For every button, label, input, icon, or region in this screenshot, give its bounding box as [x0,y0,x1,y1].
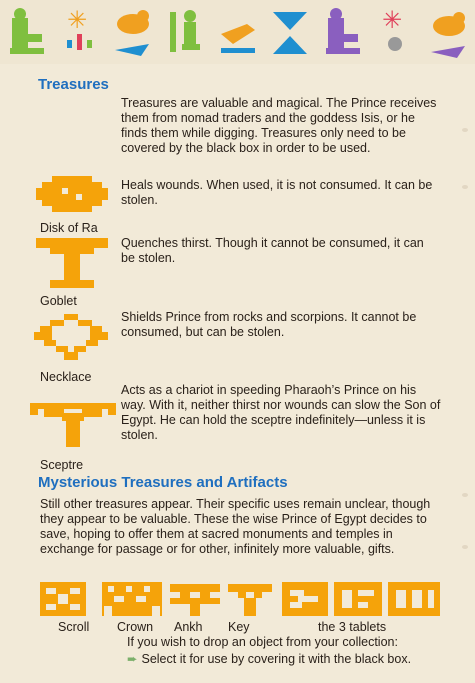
artifact-label-key: Key [228,620,250,634]
goblet-description: Quenches thirst. Though it cannot be con… [121,236,424,265]
page-stain [462,493,468,497]
treasures-heading: Treasures [38,76,109,93]
page-stain [462,128,468,132]
drop-instructions-line1: If you wish to drop an object from your … [127,635,398,649]
artifact-label-scroll: Scroll [58,620,90,634]
bird-glyph-icon [111,4,153,60]
tablets-icon [282,582,440,616]
artifact-label-tablets: the 3 tablets [318,620,387,634]
mysterious-text: Still other treasures appear. Their spec… [40,497,431,556]
disk-of-ra-description: Heals wounds. When used, it is not consu… [121,178,433,207]
svg-text:✳: ✳ [382,6,402,34]
mysterious-heading: Mysterious Treasures and Artifacts [38,474,288,491]
necklace-icon [34,314,108,367]
necklace-description: Shields Prince from rocks and scorpions.… [121,310,417,339]
svg-text:✳: ✳ [67,6,87,34]
artifact-label-ankh: Ankh [174,620,203,634]
disk-of-ra-icon [36,176,108,223]
bird-glyph-icon [427,4,469,60]
drop-instructions: If you wish to drop an object from your … [127,634,457,668]
drop-instructions-line2: Select it for use by covering it with th… [141,652,412,666]
page-stain [462,545,468,549]
artifact-label-crown: Crown [117,620,154,634]
star-flower-glyph-icon: ✳ [59,4,101,60]
hieroglyph-frieze: ✳ ✳ [0,0,475,64]
crown-icon [102,582,162,616]
treasures-intro: Treasures are valuable and magical. The … [121,96,437,155]
hand-glyph-icon [217,4,259,60]
scroll-icon [40,582,86,616]
sceptre-icon [30,403,116,452]
sceptre-description: Acts as a chariot in speeding Pharaoh’s … [121,383,441,442]
page-stain [462,185,468,189]
artifact-icons-row [40,582,440,616]
goblet-icon [36,238,108,295]
key-icon [228,584,272,616]
ankh-icon [170,584,220,616]
person-glyph-icon [6,4,48,60]
person-glyph-icon [322,4,364,60]
goblet-label: Goblet [40,294,77,308]
sceptre-label: Sceptre [40,458,84,472]
disk-of-ra-label: Disk of Ra [40,221,98,235]
ibis-glyph-icon [269,4,311,60]
man-glyph-icon [164,4,206,60]
arrow-bullet-icon: ➨ [127,652,138,666]
necklace-label: Necklace [40,370,92,384]
star-flower-glyph-icon: ✳ [374,4,416,60]
